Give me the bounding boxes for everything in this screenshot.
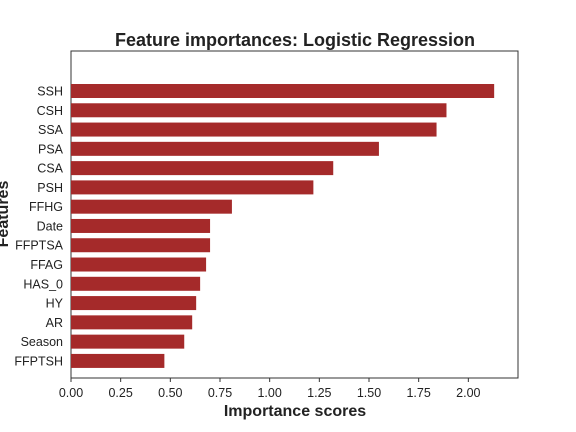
y-tick-label: Season [21, 335, 63, 349]
plot-area-frame [70, 50, 519, 379]
bar-season [71, 334, 185, 349]
y-tick-label: FFHG [29, 200, 63, 214]
y-tick-label: CSA [37, 162, 63, 176]
y-tick-label: Date [37, 219, 63, 233]
bar-ffptsa [71, 238, 211, 253]
y-tick-label: PSH [37, 181, 63, 195]
bar-psh [71, 180, 314, 195]
bar-date [71, 218, 211, 233]
x-tick-label: 1.50 [357, 386, 381, 400]
y-axis-label: Features [0, 181, 12, 248]
bar-hy [71, 296, 197, 311]
y-tick-label: SSA [38, 123, 64, 137]
y-tick-label: SSH [37, 85, 63, 99]
x-tick-label: 0.75 [208, 386, 232, 400]
y-tick-label: CSH [37, 104, 63, 118]
x-tick-label: 0.50 [158, 386, 182, 400]
x-tick-label: 1.25 [307, 386, 331, 400]
chart-title: Feature importances: Logistic Regression [115, 30, 475, 50]
y-tick-label: AR [46, 316, 63, 330]
y-tick-label: PSA [38, 142, 64, 156]
y-tick-label: FFAG [30, 258, 63, 272]
x-tick-label: 1.75 [406, 386, 430, 400]
x-tick-label: 2.00 [456, 386, 480, 400]
x-tick-label: 0.25 [108, 386, 132, 400]
bar-ffptsh [71, 353, 165, 368]
bar-has-0 [71, 276, 201, 291]
x-tick-label: 0.00 [59, 386, 83, 400]
y-tick-label: HY [46, 297, 64, 311]
y-tick-label: FFPTSH [14, 354, 63, 368]
bar-ar [71, 315, 193, 330]
x-tick-label: 1.00 [257, 386, 281, 400]
x-axis-label: Importance scores [224, 403, 366, 420]
bar-psa [71, 141, 379, 156]
bar-ffhg [71, 199, 232, 214]
bar-ssh [71, 84, 495, 98]
bar-csa [71, 161, 334, 176]
bar-ssa [71, 122, 437, 137]
y-tick-label: HAS_0 [23, 277, 63, 291]
y-tick-label: FFPTSA [15, 239, 64, 253]
bar-csh [71, 103, 447, 118]
bar-ffag [71, 257, 207, 272]
